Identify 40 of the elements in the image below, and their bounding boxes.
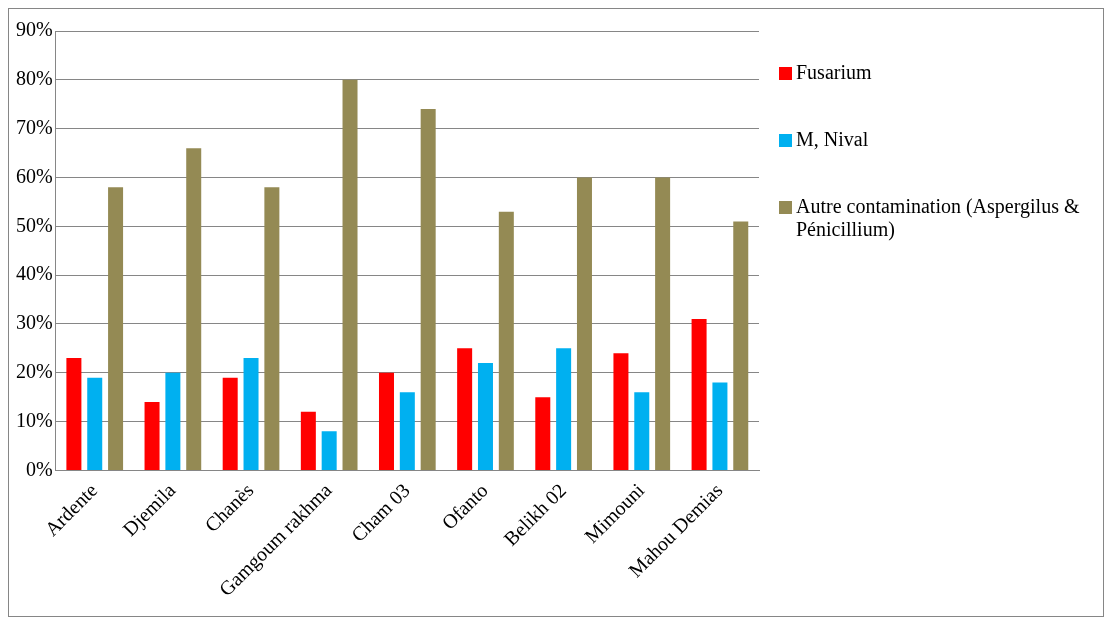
bar: [243, 358, 259, 470]
y-tick-label: 30%: [15, 311, 53, 334]
bar: [87, 377, 103, 470]
y-tick-label: 20%: [15, 359, 53, 382]
bar: [457, 348, 473, 470]
legend-label: M, Nival: [796, 128, 870, 151]
bar: [66, 358, 82, 470]
y-tick-label: 60%: [15, 164, 53, 187]
bar: [712, 382, 728, 470]
legend-label: Autre contamination (Aspergilus & Pénicillium): [796, 195, 1081, 241]
bar: [655, 177, 671, 470]
bar: [556, 348, 572, 470]
y-tick-label: 90%: [15, 18, 53, 41]
bar: [144, 402, 160, 470]
bar: [498, 211, 514, 470]
bar: [613, 353, 629, 470]
y-tick-label: 80%: [15, 67, 53, 90]
y-tick-label: 70%: [15, 115, 53, 138]
bar: [420, 109, 436, 470]
y-tick-label: 0%: [25, 457, 53, 480]
bar: [342, 79, 358, 470]
bar: [576, 177, 592, 470]
bar: [264, 187, 280, 470]
bar: [691, 319, 707, 470]
bar: [477, 362, 493, 470]
bar: [399, 392, 415, 470]
bar: [535, 397, 551, 470]
bar: [165, 372, 181, 470]
bar: [378, 372, 394, 470]
bar: [321, 431, 337, 470]
y-tick-label: 50%: [15, 213, 53, 236]
legend-label: Fusarium: [796, 61, 873, 84]
bar: [108, 187, 124, 470]
bar: [222, 377, 238, 470]
bar: [733, 221, 749, 470]
bar: [186, 148, 202, 470]
y-tick-label: 10%: [15, 408, 53, 431]
bar: [634, 392, 650, 470]
bar: [300, 411, 316, 470]
y-tick-label: 40%: [15, 262, 53, 285]
